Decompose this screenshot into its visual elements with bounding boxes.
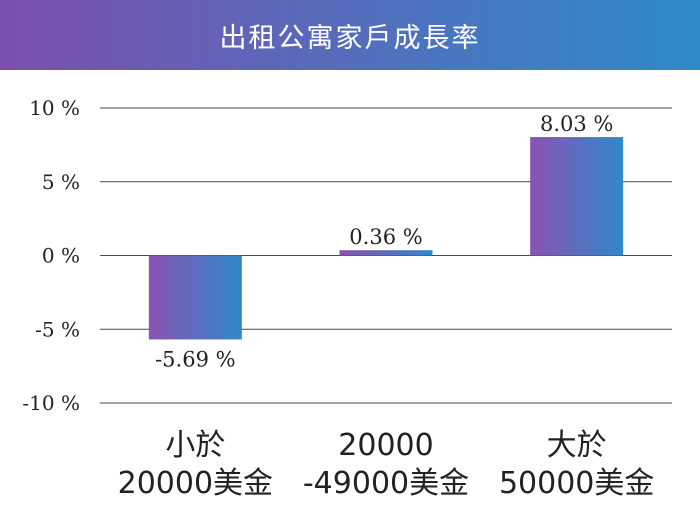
bar xyxy=(339,250,433,256)
x-category-line: 大於 xyxy=(547,428,607,463)
y-tick-label: 10 % xyxy=(29,96,80,120)
bar xyxy=(148,255,242,340)
x-category-line: 小於 xyxy=(165,428,225,463)
x-category-line: -49000美金 xyxy=(303,466,469,501)
x-category-label: 20000 -49000美金 xyxy=(303,428,469,501)
bar-value-label: 8.03 % xyxy=(540,112,613,136)
bar-value-label: 0.36 % xyxy=(349,225,422,249)
x-category-line: 50000美金 xyxy=(499,466,654,501)
x-category-line: 20000 xyxy=(338,428,433,463)
y-tick-label: 5 % xyxy=(42,170,80,194)
y-tick-label: -5 % xyxy=(35,317,80,341)
y-tick-label: 0 % xyxy=(42,244,80,268)
header-background xyxy=(0,0,700,70)
chart-title: 出租公寓家戶成長率 xyxy=(219,22,481,54)
y-tick-label: -10 % xyxy=(22,391,80,415)
bar-value-label: -5.69 % xyxy=(155,347,235,371)
x-category-line: 20000美金 xyxy=(118,466,273,501)
x-category-label: 大於 50000美金 xyxy=(499,428,654,501)
x-category-label: 小於 20000美金 xyxy=(118,428,273,501)
chart-header: 出租公寓家戶成長率 xyxy=(0,0,700,70)
bar xyxy=(530,137,624,256)
